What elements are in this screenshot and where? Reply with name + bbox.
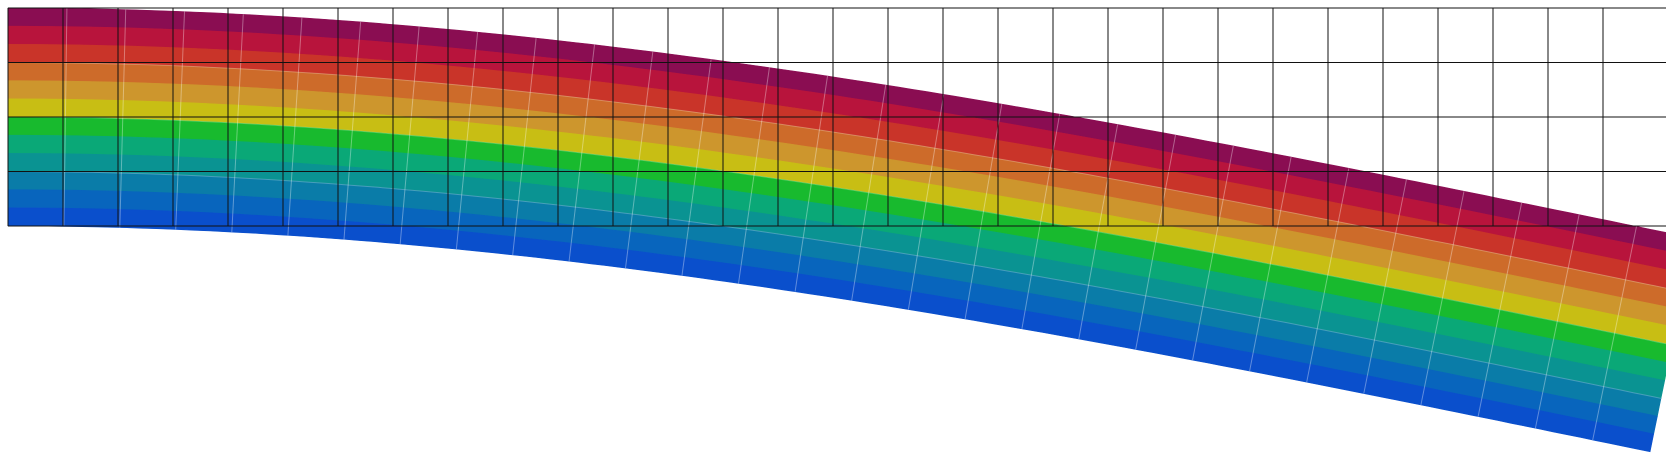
deformed-element-edge <box>625 51 654 269</box>
deformed-layer-edge <box>8 62 1666 289</box>
undeformed-mesh <box>7 7 1666 227</box>
deformed-layer-edge <box>8 171 1662 399</box>
deformed-layer-edge <box>8 116 1666 345</box>
deformed-element-edge <box>794 76 828 292</box>
deformed-element-edge <box>738 67 770 284</box>
deformed-element-edge <box>119 9 127 228</box>
deformed-element-edge <box>1135 135 1176 350</box>
deformed-element-edge <box>287 17 303 236</box>
deformed-element-edge <box>175 11 185 230</box>
deformed-element-edge <box>1592 226 1637 441</box>
deformed-element-edge <box>1363 179 1407 394</box>
deformed-element-edge <box>1192 145 1234 361</box>
deformed-element-edge <box>1477 202 1523 417</box>
deformed-element-edge <box>231 14 244 233</box>
deformed-element-edge <box>1249 156 1292 372</box>
deformed-element-edge <box>455 32 479 250</box>
deformed-element-edge <box>1078 124 1119 340</box>
deformed-element-edge <box>851 85 887 301</box>
deformed-element-edge <box>681 59 712 276</box>
deformed-beam-contour <box>7 7 1666 453</box>
deformed-element-edge <box>964 104 1003 320</box>
contour-band <box>7 207 1655 453</box>
deformed-element-edge <box>1534 214 1580 429</box>
deformed-element-edge <box>1306 168 1350 383</box>
deformed-element-edge <box>343 21 362 240</box>
deformed-element-edge <box>568 44 595 262</box>
deformed-element-edge <box>1420 191 1465 406</box>
deformed-element-edge <box>907 94 945 310</box>
deformed-element-edge <box>512 38 537 255</box>
